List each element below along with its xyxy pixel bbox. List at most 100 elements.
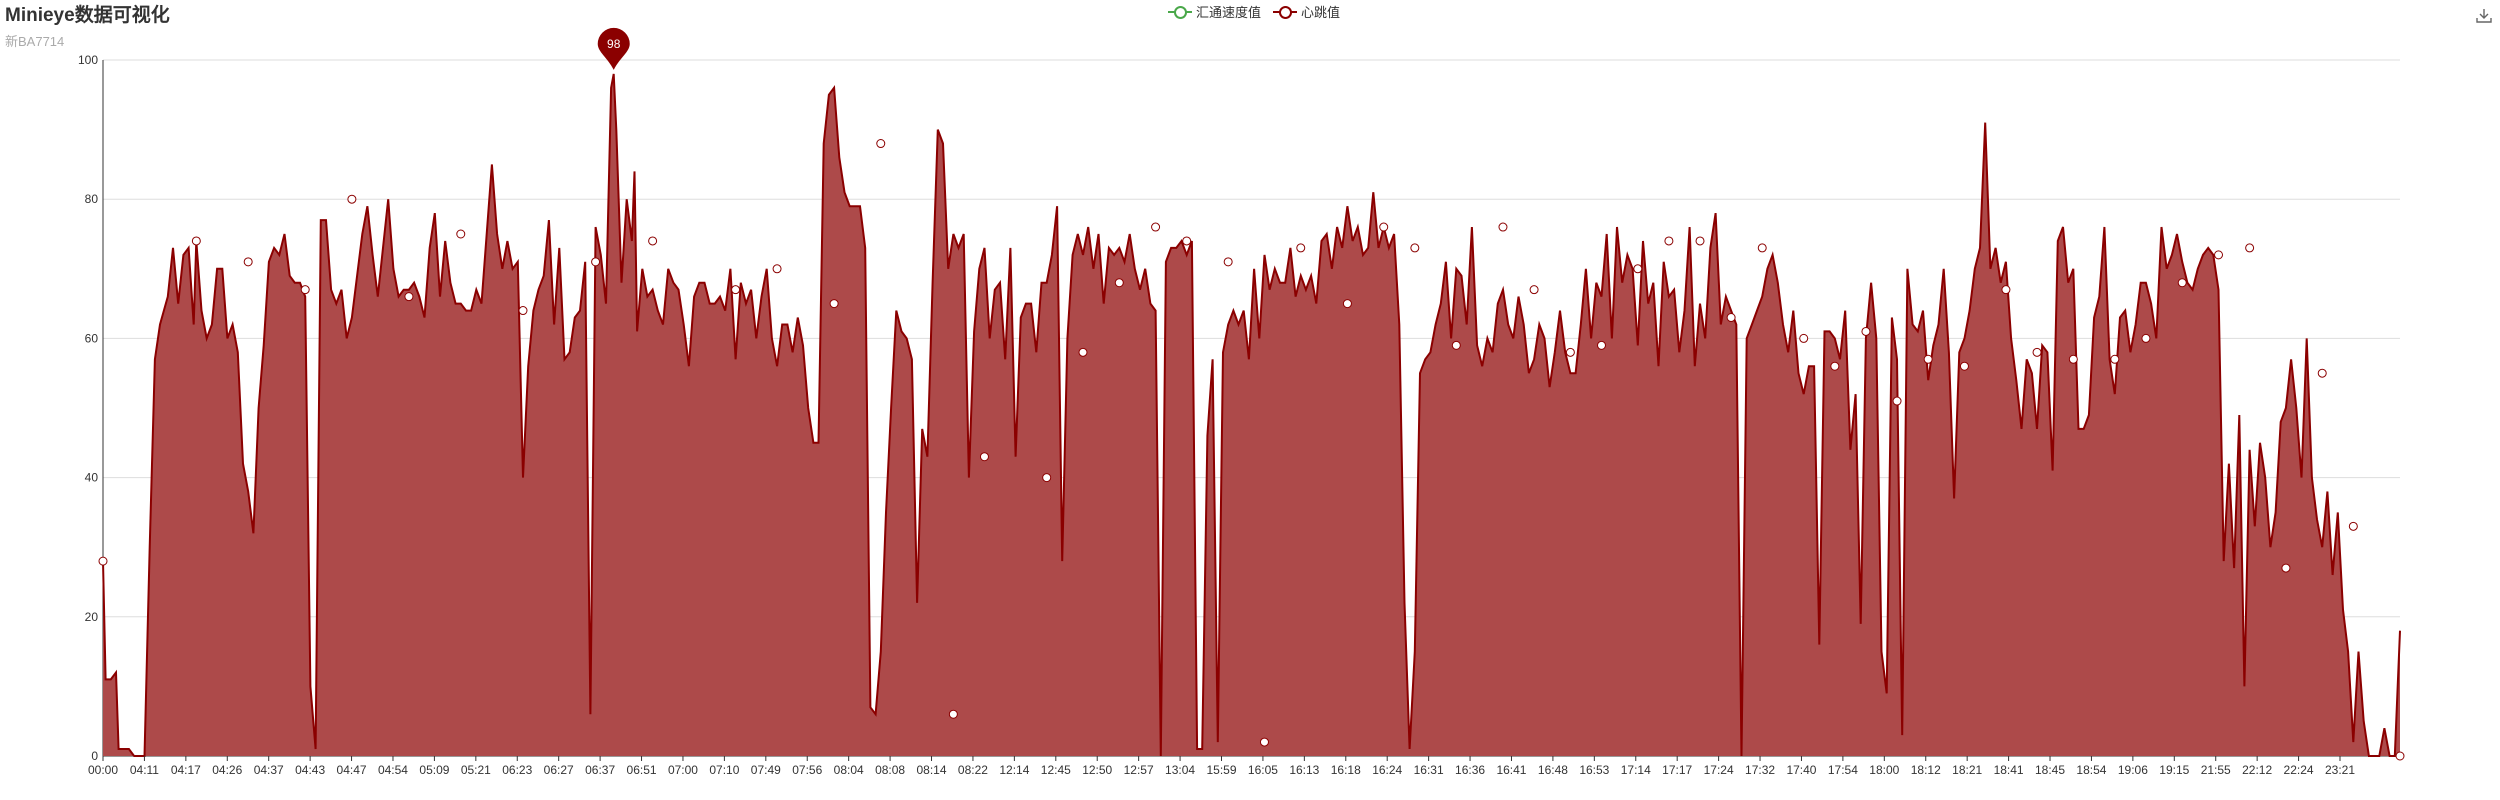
data-point (518, 306, 528, 316)
data-point (591, 257, 601, 267)
data-point (2395, 751, 2405, 761)
x-tick-label: 12:14 (999, 763, 1029, 777)
x-tick-label: 13:04 (1165, 763, 1195, 777)
data-point (1726, 313, 1736, 323)
y-tick-label: 0 (91, 749, 98, 763)
x-tick-label: 04:47 (337, 763, 367, 777)
x-tick-label: 18:54 (2076, 763, 2106, 777)
x-tick-label: 07:56 (792, 763, 822, 777)
x-tick-label: 16:53 (1579, 763, 1609, 777)
data-point (2214, 250, 2224, 260)
x-tick-label: 16:41 (1496, 763, 1526, 777)
data-point (2281, 563, 2291, 573)
x-tick-label: 06:23 (502, 763, 532, 777)
data-point (2110, 354, 2120, 364)
data-point (1664, 236, 1674, 246)
x-tick-label: 05:09 (419, 763, 449, 777)
x-tick-label: 18:45 (2035, 763, 2065, 777)
data-point (2141, 333, 2151, 343)
data-point (2245, 243, 2255, 253)
data-point (300, 285, 310, 295)
x-tick-label: 22:24 (2284, 763, 2314, 777)
legend-label-speed: 汇通速度值 (1196, 5, 1262, 20)
x-tick-label: 16:05 (1248, 763, 1278, 777)
data-point (1529, 285, 1539, 295)
x-tick-label: 18:41 (1994, 763, 2024, 777)
data-point (1861, 326, 1871, 336)
x-tick-label: 04:17 (171, 763, 201, 777)
y-tick-label: 80 (85, 192, 99, 206)
data-point (648, 236, 658, 246)
data-point (1078, 347, 1088, 357)
x-tick-label: 16:31 (1414, 763, 1444, 777)
legend-line-icon (1273, 5, 1298, 19)
x-tick-label: 18:00 (1869, 763, 1899, 777)
data-point (1379, 222, 1389, 232)
data-point (772, 264, 782, 274)
x-tick-label: 15:59 (1206, 763, 1236, 777)
series-line (102, 73, 2401, 757)
data-point (191, 236, 201, 246)
data-point (1114, 278, 1124, 288)
data-point (1296, 243, 1306, 253)
x-tick-label: 17:17 (1662, 763, 1692, 777)
data-point (1923, 354, 1933, 364)
data-point (1757, 243, 1767, 253)
download-icon (2476, 9, 2492, 23)
x-tick-label: 22:12 (2242, 763, 2272, 777)
x-tick-label: 04:43 (295, 763, 325, 777)
x-tick-label: 05:21 (461, 763, 491, 777)
x-tick-label: 16:13 (1289, 763, 1319, 777)
x-tick-label: 17:40 (1786, 763, 1816, 777)
legend-line-icon (1168, 5, 1192, 19)
x-tick-label: 17:14 (1621, 763, 1651, 777)
data-point (1695, 236, 1705, 246)
data-point (1596, 340, 1606, 350)
data-point (1498, 222, 1508, 232)
x-tick-label: 12:57 (1124, 763, 1154, 777)
x-tick-label: 08:08 (875, 763, 905, 777)
x-tick-label: 12:50 (1082, 763, 1112, 777)
data-point (1565, 347, 1575, 357)
data-point (2032, 347, 2042, 357)
data-point (1799, 333, 1809, 343)
chart-legend: 汇通速度值 心跳值 (1168, 2, 1352, 21)
x-tick-label: 21:55 (2201, 763, 2231, 777)
x-tick-label: 17:54 (1828, 763, 1858, 777)
data-point (404, 292, 414, 302)
max-value-pin (597, 27, 630, 70)
y-tick-label: 40 (85, 471, 99, 485)
data-point (1259, 737, 1269, 747)
x-tick-label: 16:24 (1372, 763, 1402, 777)
chart-subtitle: 新BA7714 (5, 34, 65, 49)
x-tick-label: 16:36 (1455, 763, 1485, 777)
x-tick-label: 19:15 (2159, 763, 2189, 777)
x-tick-label: 23:21 (2325, 763, 2355, 777)
save-as-image-button[interactable] (2474, 6, 2494, 26)
data-point (1223, 257, 1233, 267)
data-point (948, 709, 958, 719)
data-point (2177, 278, 2187, 288)
data-point (1182, 236, 1192, 246)
x-tick-label: 04:11 (130, 763, 159, 777)
legend-item-heartbeat[interactable]: 心跳值 (1273, 2, 1340, 21)
x-tick-label: 19:06 (2118, 763, 2148, 777)
data-point (1892, 396, 1902, 406)
legend-label-heartbeat: 心跳值 (1301, 5, 1341, 20)
x-tick-label: 04:54 (378, 763, 408, 777)
x-tick-label: 07:10 (709, 763, 739, 777)
y-tick-label: 60 (85, 331, 99, 345)
legend-item-speed[interactable]: 汇通速度值 (1168, 2, 1261, 21)
x-tick-label: 06:51 (627, 763, 657, 777)
data-point (1151, 222, 1161, 232)
data-point (456, 229, 466, 239)
y-tick-label: 100 (78, 53, 98, 67)
data-point (1959, 361, 1969, 371)
x-tick-label: 16:48 (1538, 763, 1568, 777)
data-point (347, 194, 357, 204)
data-point (731, 285, 741, 295)
x-tick-label: 08:04 (834, 763, 864, 777)
data-point (2001, 285, 2011, 295)
x-tick-label: 06:37 (585, 763, 615, 777)
